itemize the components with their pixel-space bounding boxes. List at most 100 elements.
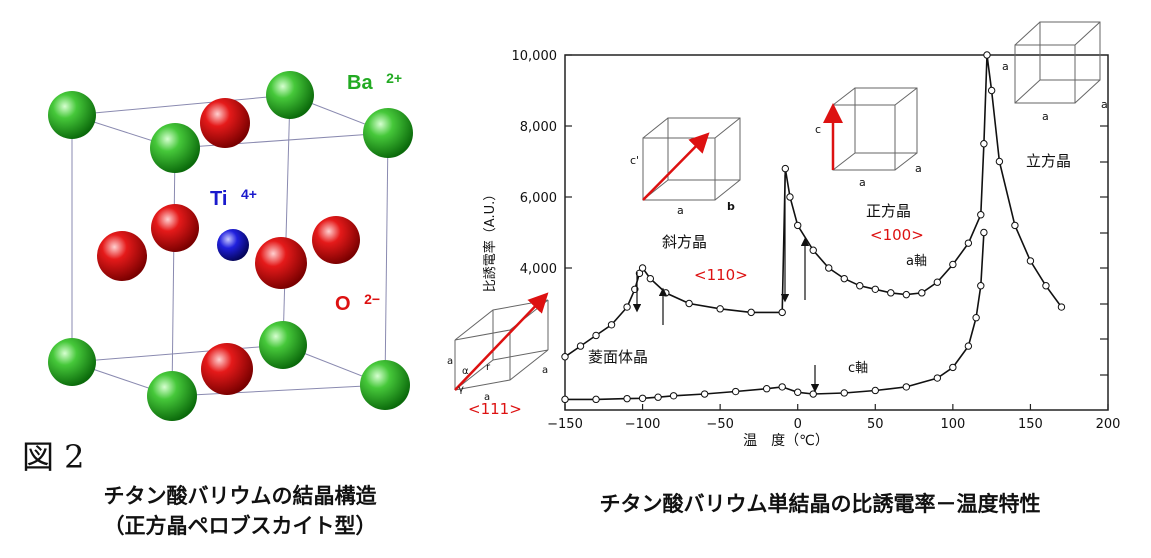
data-point xyxy=(987,86,996,95)
data-point xyxy=(781,164,790,173)
data-point xyxy=(825,264,833,272)
x-tick-label: 0 xyxy=(794,417,802,432)
data-point xyxy=(902,290,911,299)
inset-rhombohedral-cell xyxy=(454,292,549,391)
inset-o-c: c' xyxy=(630,154,639,167)
crystal-structure: Ba 2+ Ti 4+ O 2− xyxy=(48,70,413,421)
crystal-caption-line2: （正方晶ペロブスカイト型） xyxy=(103,514,377,538)
data-point xyxy=(983,51,991,59)
data-point xyxy=(856,282,864,290)
data-point xyxy=(871,285,879,293)
ba-ion xyxy=(147,371,197,421)
x-tick-label: −100 xyxy=(625,417,661,432)
x-tick-label: 150 xyxy=(1018,417,1043,432)
data-point xyxy=(654,393,662,401)
data-point xyxy=(977,282,985,290)
dir-100: <100> xyxy=(870,226,924,244)
y-axis-label: 比誘電率（A.U.） xyxy=(482,188,498,292)
crystal-caption-line1: チタン酸バリウムの結晶構造 xyxy=(103,484,377,508)
data-point xyxy=(933,278,942,286)
inset-r-alpha: α xyxy=(462,366,469,377)
data-point xyxy=(638,264,647,272)
data-point xyxy=(871,386,879,395)
inset-r-r: r xyxy=(486,362,491,373)
ba-charge: 2+ xyxy=(386,70,402,86)
inset-tetragonal-cell xyxy=(823,87,918,171)
ti-charge: 4+ xyxy=(241,186,257,202)
dielectric-chart: −150 −100 −50 0 50 100 150 200 4,000 6,000 8,000 1… xyxy=(447,21,1120,449)
inset-t-a1: a xyxy=(859,176,866,189)
data-point xyxy=(902,383,911,391)
data-point xyxy=(623,394,631,403)
x-tick-label: −50 xyxy=(706,417,733,432)
ba-ion xyxy=(150,123,200,173)
data-point xyxy=(972,314,980,322)
data-point xyxy=(561,395,569,404)
o-ion xyxy=(97,231,147,281)
ti-label: Ti 4+ xyxy=(210,186,257,210)
o-charge: 2− xyxy=(364,291,380,307)
y-tick-label: 4,000 xyxy=(520,262,557,277)
phase-orthorhombic: 斜方晶 xyxy=(662,233,707,251)
o-symbol: O xyxy=(335,293,351,315)
figure-number: 図 2 xyxy=(22,438,85,476)
inset-t-a2: a xyxy=(915,162,922,175)
data-point xyxy=(980,228,988,237)
o-ion xyxy=(312,216,360,264)
x-tick-label: 200 xyxy=(1096,417,1121,432)
data-point xyxy=(887,289,895,297)
data-point xyxy=(809,390,817,398)
data-point xyxy=(623,303,631,311)
ba-ion xyxy=(266,71,314,119)
data-point xyxy=(778,383,786,391)
dir-110: <110> xyxy=(694,266,748,284)
ti-symbol: Ti xyxy=(210,188,227,210)
y-tick-label: 6,000 xyxy=(520,191,557,206)
x-tick-labels: −150 −100 −50 0 50 100 150 200 xyxy=(547,404,1120,432)
x-axis-label: 温 度（℃） xyxy=(743,433,829,449)
data-point xyxy=(949,260,957,269)
series-line-a-axis xyxy=(564,54,1063,358)
y-tick-labels: 4,000 6,000 8,000 10,000 xyxy=(512,49,572,277)
x-tick-label: 100 xyxy=(940,417,965,432)
o-label: O 2− xyxy=(335,291,380,315)
series-lines xyxy=(561,51,1066,404)
ba-ion xyxy=(48,91,96,139)
data-point xyxy=(933,374,942,382)
data-point xyxy=(786,193,794,201)
data-point xyxy=(918,289,926,297)
chart-caption: チタン酸バリウム単結晶の比誘電率－温度特性 xyxy=(599,492,1041,516)
data-point xyxy=(662,289,670,297)
phase-cubic: 立方晶 xyxy=(1026,152,1071,170)
ba-label: Ba 2+ xyxy=(347,70,402,94)
data-point xyxy=(561,353,569,361)
data-point xyxy=(747,308,755,317)
data-point xyxy=(592,395,600,404)
data-point xyxy=(1011,221,1019,230)
o-ion-back-top xyxy=(200,98,250,148)
data-point xyxy=(669,392,678,400)
ba-ion xyxy=(259,321,307,369)
data-point xyxy=(1042,282,1050,290)
data-point xyxy=(635,269,644,278)
inset-o-a: a xyxy=(677,204,684,217)
inset-r-a3: a xyxy=(542,365,548,376)
x-tick-label: 50 xyxy=(867,417,884,432)
data-point xyxy=(794,221,802,230)
data-point xyxy=(964,342,973,350)
data-point xyxy=(607,321,616,329)
o-ion xyxy=(151,204,199,252)
data-point xyxy=(638,394,647,402)
transition-arrows xyxy=(632,175,820,393)
data-point xyxy=(731,387,740,396)
data-point xyxy=(964,239,973,247)
right-ticks xyxy=(1100,125,1108,376)
inset-orthorhombic-cell xyxy=(642,117,741,201)
data-point xyxy=(762,385,771,393)
inset-c-a2: a xyxy=(1101,98,1108,111)
inset-r-gamma: γ xyxy=(458,384,464,395)
data-point xyxy=(809,246,817,254)
ba-ion xyxy=(363,108,413,158)
c-axis-label: c軸 xyxy=(848,361,868,376)
